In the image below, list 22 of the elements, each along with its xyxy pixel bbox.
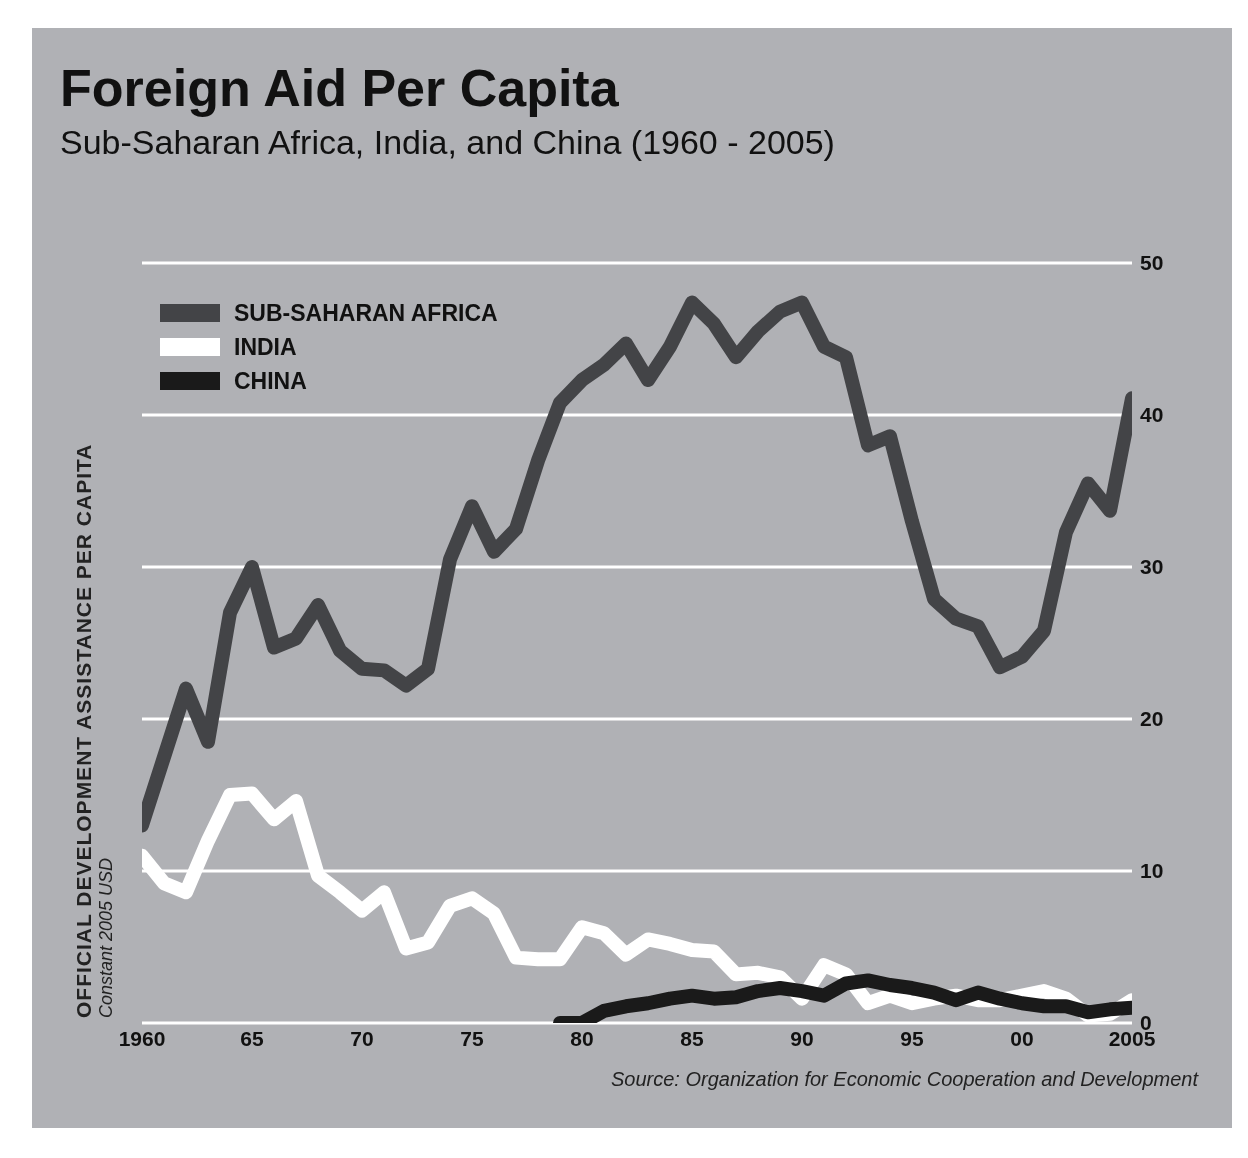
x-tick-label: 65 bbox=[240, 1026, 264, 1050]
x-tick-label: 75 bbox=[460, 1026, 484, 1050]
chart-subtitle: Sub-Saharan Africa, India, and China (1960 - 2005) bbox=[60, 123, 835, 162]
y-tick-label: 10 bbox=[1140, 859, 1164, 883]
x-tick-label: 85 bbox=[680, 1026, 704, 1050]
x-tick-label: 80 bbox=[570, 1026, 594, 1050]
y-tick-label: 50 bbox=[1140, 251, 1164, 275]
y-tick-label: 30 bbox=[1140, 555, 1164, 579]
x-tick-label: 90 bbox=[790, 1026, 814, 1050]
y-tick-label: 40 bbox=[1140, 403, 1164, 427]
source-note: Source: Organization for Economic Cooperation and Development bbox=[611, 1068, 1198, 1091]
x-tick-label: 1960 bbox=[118, 1026, 166, 1050]
x-tick-label: 00 bbox=[1010, 1026, 1034, 1050]
y-axis-title: OFFICIAL DEVELOPMENT ASSISTANCE PER CAPITA bbox=[72, 443, 96, 1018]
legend-label: INDIA bbox=[234, 333, 297, 361]
x-tick-label: 95 bbox=[900, 1026, 924, 1050]
x-tick-label: 70 bbox=[350, 1026, 374, 1050]
legend-label: SUB-SAHARAN AFRICA bbox=[234, 299, 498, 327]
legend-label: CHINA bbox=[234, 367, 307, 395]
chart-title: Foreign Aid Per Capita bbox=[60, 58, 619, 118]
y-tick-label: 20 bbox=[1140, 707, 1164, 731]
text: Constant 2005 USD bbox=[96, 856, 117, 1018]
